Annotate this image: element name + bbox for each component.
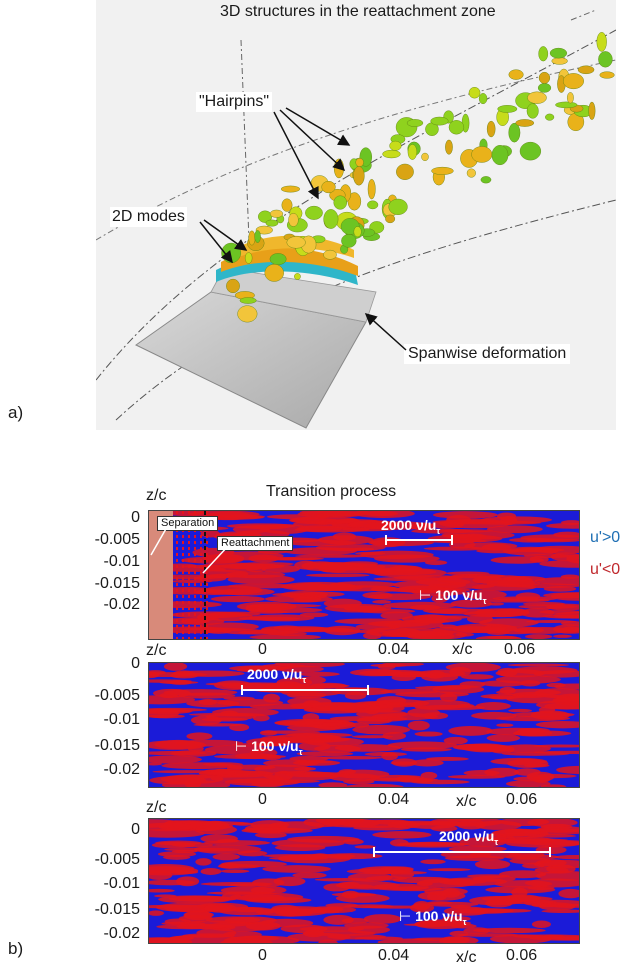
- ylabel-panel1: z/c: [146, 487, 167, 504]
- xlabel-p3: x/c: [456, 949, 477, 966]
- figure-a: 3D structures in the reattachment zone "…: [95, 0, 617, 430]
- p3-scale-large-bar: [373, 847, 551, 857]
- figure-b-title: Transition process: [266, 483, 397, 500]
- ytick-p3-1: -0.005: [94, 851, 140, 868]
- ytick-p1-2: -0.01: [103, 553, 140, 570]
- p2-scale-large-label: 2000 ν/uτ: [247, 666, 307, 685]
- ytick-p1-3: -0.015: [94, 575, 140, 592]
- modes-2d-label: 2D modes: [110, 207, 187, 227]
- legend-negative: u'<0: [590, 561, 621, 578]
- ytick-p1-0: 0: [131, 509, 140, 526]
- hairpins-label: "Hairpins": [196, 92, 273, 112]
- ytick-p3-3: -0.015: [94, 901, 140, 918]
- xtick-p1-0: 0: [258, 641, 267, 658]
- xtick-p3-1: 0.04: [378, 947, 410, 964]
- vortex-structures: [221, 32, 615, 323]
- panel-2: 2000 ν/uτ ⊢ 100 ν/uτ: [148, 662, 580, 788]
- ytick-p2-1: -0.005: [94, 687, 140, 704]
- ytick-p1-1: -0.005: [94, 531, 140, 548]
- xtick-p2-0: 0: [258, 791, 267, 808]
- panel-1: Separation Reattachment 2000 ν/uτ ⊢ 100 …: [148, 510, 580, 640]
- legend-positive: u'>0: [590, 529, 621, 546]
- panel-3: 2000 ν/uτ ⊢ 100 ν/uτ: [148, 818, 580, 944]
- reattachment-tag: Reattachment: [217, 536, 294, 551]
- xlabel-p2: x/c: [456, 793, 477, 810]
- ytick-p3-4: -0.02: [103, 925, 140, 942]
- ytick-p1-4: -0.02: [103, 596, 140, 613]
- ytick-p2-4: -0.02: [103, 761, 140, 778]
- xtick-p1-1: 0.04: [378, 641, 410, 658]
- xlabel-p1: x/c: [452, 641, 473, 658]
- ytick-p2-2: -0.01: [103, 711, 140, 728]
- panel-3-field: [149, 819, 579, 943]
- ylabel-panel3: z/c: [146, 799, 167, 816]
- separation-arrows: [150, 526, 230, 574]
- figure-a-panel-label: a): [8, 403, 24, 422]
- xtick-p3-2: 0.06: [506, 947, 538, 964]
- p1-scale-small-label: ⊢ 100 ν/uτ: [419, 587, 487, 606]
- ytick-p3-0: 0: [131, 821, 140, 838]
- figure-a-render: [95, 9, 617, 429]
- xtick-p3-0: 0: [258, 947, 267, 964]
- p1-scale-large-bar: [385, 535, 453, 545]
- xtick-p2-2: 0.06: [506, 791, 538, 808]
- ylabel-panel1b: z/c: [146, 642, 167, 659]
- spanwise-label: Spanwise deformation: [404, 344, 571, 364]
- p3-scale-large-label: 2000 ν/uτ: [439, 828, 499, 847]
- annotation-arrows: [199, 107, 407, 351]
- p1-scale-large-label: 2000 ν/uτ: [381, 517, 441, 536]
- panel-2-field: [149, 663, 579, 787]
- ytick-p2-0: 0: [131, 655, 140, 672]
- ytick-p3-2: -0.01: [103, 875, 140, 892]
- figure-b-panel-label: b): [8, 939, 24, 958]
- p3-scale-small-label: ⊢ 100 ν/uτ: [399, 908, 467, 927]
- figure-a-title: 3D structures in the reattachment zone: [220, 3, 496, 20]
- p2-scale-large-bar: [241, 685, 369, 695]
- xtick-p1-2: 0.06: [504, 641, 536, 658]
- xtick-p2-1: 0.04: [378, 791, 410, 808]
- separation-tag: Separation: [157, 516, 219, 531]
- ytick-p2-3: -0.015: [94, 737, 140, 754]
- p2-scale-small-label: ⊢ 100 ν/uτ: [235, 738, 303, 757]
